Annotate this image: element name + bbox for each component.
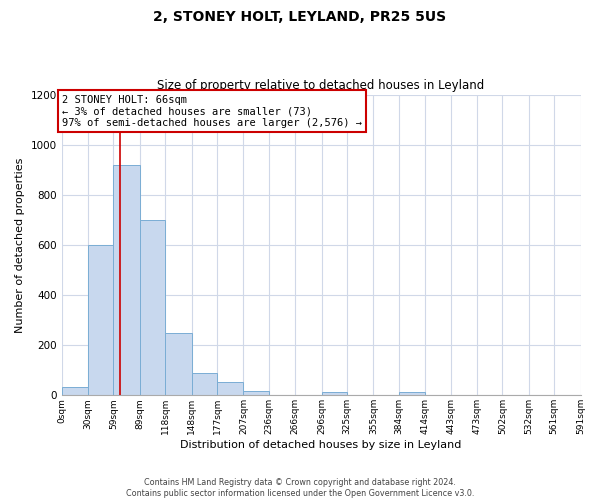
Bar (217, 382, 244, 396)
Text: 2, STONEY HOLT, LEYLAND, PR25 5US: 2, STONEY HOLT, LEYLAND, PR25 5US (154, 10, 446, 24)
Bar (322, 392, 347, 396)
Y-axis label: Number of detached properties: Number of detached properties (15, 157, 25, 332)
Text: 2 STONEY HOLT: 66sqm
← 3% of detached houses are smaller (73)
97% of semi-detach: 2 STONEY HOLT: 66sqm ← 3% of detached ho… (62, 94, 362, 128)
Bar (399, 392, 425, 396)
X-axis label: Distribution of detached houses by size in Leyland: Distribution of detached houses by size … (181, 440, 462, 450)
Title: Size of property relative to detached houses in Leyland: Size of property relative to detached ho… (157, 79, 485, 92)
Bar (165, 333, 191, 396)
Bar (191, 373, 217, 396)
Bar (113, 164, 140, 396)
Bar (244, 391, 269, 396)
Text: Contains HM Land Registry data © Crown copyright and database right 2024.
Contai: Contains HM Land Registry data © Crown c… (126, 478, 474, 498)
Bar (62, 386, 88, 396)
Bar (140, 220, 165, 396)
Bar (88, 245, 113, 396)
